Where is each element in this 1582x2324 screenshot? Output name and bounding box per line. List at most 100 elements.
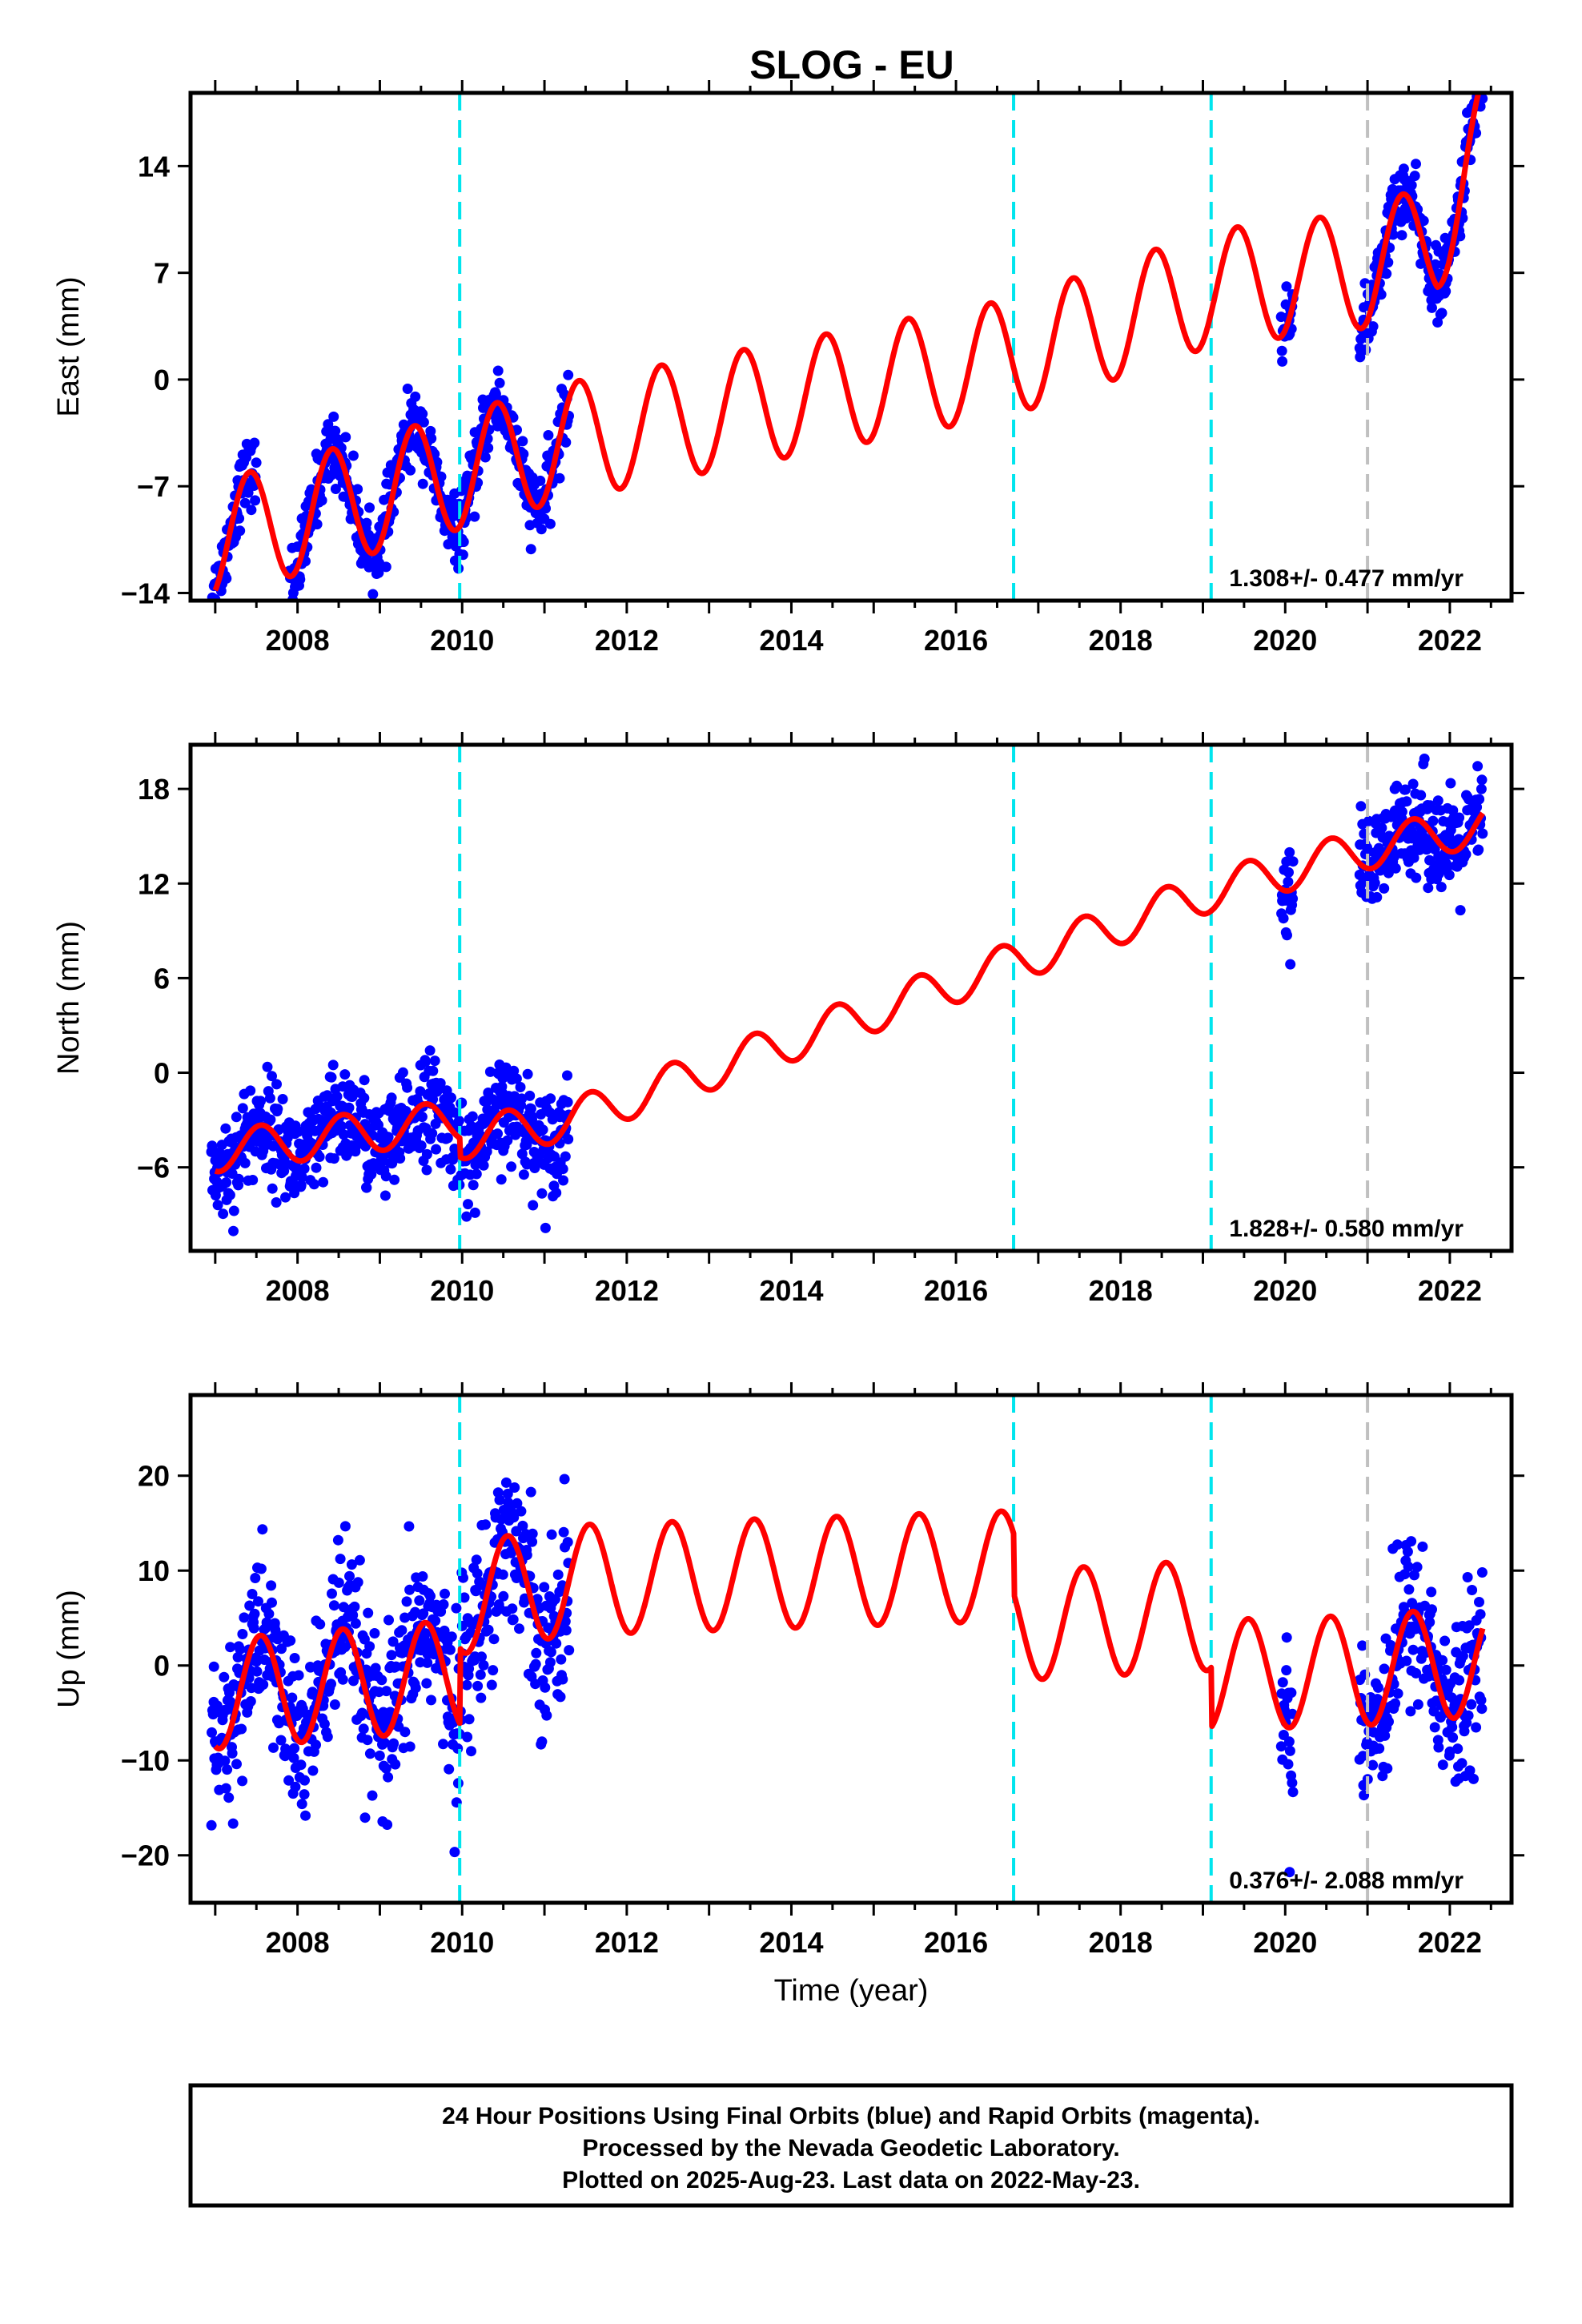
x-tick-label: 2012 <box>595 624 659 657</box>
data-point <box>251 457 262 468</box>
data-point <box>237 1629 248 1639</box>
x-tick-label: 2008 <box>266 1274 330 1307</box>
data-point <box>1406 179 1417 191</box>
data-point <box>514 1623 524 1634</box>
data-point <box>1427 302 1437 313</box>
data-point <box>442 1132 453 1144</box>
data-point <box>1283 1759 1294 1770</box>
data-point <box>339 1521 351 1532</box>
data-point <box>429 1055 440 1067</box>
x-tick-label: 2022 <box>1418 1274 1482 1307</box>
footer-line-3: Plotted on 2025-Aug-23. Last data on 202… <box>562 2167 1140 2193</box>
data-point <box>1456 1758 1468 1769</box>
data-point <box>1477 66 1488 76</box>
data-point <box>476 1692 487 1703</box>
panel-up: 2008 2010 2012 2014 2016 2018 2020 2022 −20 −10 0 1… <box>52 1382 1524 2008</box>
data-point <box>414 1595 425 1606</box>
data-point <box>212 603 223 613</box>
data-point <box>1424 1617 1435 1628</box>
data-point <box>1403 1561 1414 1572</box>
data-point <box>465 1627 476 1638</box>
data-point <box>233 1173 244 1184</box>
data-point <box>1285 959 1296 970</box>
data-point <box>339 1069 351 1080</box>
data-point <box>386 1092 397 1104</box>
data-point <box>344 1570 355 1582</box>
data-point <box>251 1656 262 1667</box>
data-point <box>346 1559 357 1570</box>
data-point <box>1385 1640 1396 1651</box>
data-point <box>402 1082 413 1093</box>
data-point <box>1281 1665 1292 1676</box>
data-point <box>389 1174 400 1185</box>
data-point <box>370 1663 381 1674</box>
data-point <box>512 1498 523 1509</box>
data-point <box>453 1116 464 1126</box>
data-point <box>1474 794 1485 805</box>
data-point <box>518 448 529 460</box>
footer-line-2: Processed by the Nevada Geodetic Laborat… <box>582 2135 1119 2161</box>
x-tick-label: 2016 <box>924 624 988 657</box>
data-point <box>362 1735 373 1746</box>
data-point <box>500 1477 512 1488</box>
data-point <box>343 1102 355 1113</box>
data-point <box>497 1569 508 1580</box>
data-point <box>311 519 323 530</box>
data-point <box>527 1114 537 1125</box>
data-point <box>421 1678 432 1689</box>
data-point <box>376 1675 387 1686</box>
data-point <box>380 561 391 573</box>
data-point <box>1476 1703 1488 1715</box>
east-data-points <box>207 66 1488 617</box>
data-point <box>528 1200 539 1211</box>
data-point <box>1471 1722 1482 1733</box>
data-point <box>359 1812 371 1823</box>
data-point <box>258 1679 269 1690</box>
data-point <box>445 1164 456 1175</box>
data-point <box>263 1608 275 1619</box>
data-point <box>517 436 528 447</box>
data-point <box>299 1775 310 1786</box>
data-point <box>417 478 428 489</box>
north-data-points <box>206 754 1488 1236</box>
data-point <box>560 1616 571 1627</box>
data-point <box>531 1647 542 1659</box>
data-point <box>436 471 447 482</box>
data-point <box>1476 783 1487 794</box>
data-point <box>367 607 377 617</box>
data-point <box>1379 1663 1390 1675</box>
data-point <box>440 1588 450 1599</box>
data-point <box>239 1157 251 1168</box>
data-point <box>323 419 334 430</box>
data-point <box>347 1610 359 1621</box>
data-point <box>541 1710 552 1721</box>
data-point <box>428 1065 439 1076</box>
data-point <box>249 437 260 448</box>
data-point <box>1369 878 1380 889</box>
data-point <box>220 1123 231 1134</box>
data-point <box>1440 1664 1452 1675</box>
data-point <box>425 1590 436 1602</box>
data-point <box>509 1482 520 1493</box>
data-point <box>314 1152 325 1162</box>
data-point <box>311 1739 321 1751</box>
data-point <box>1432 317 1443 328</box>
data-point <box>255 1563 267 1574</box>
data-point <box>502 1488 513 1499</box>
data-point <box>364 1748 375 1759</box>
data-point <box>348 1675 359 1687</box>
data-point <box>546 1529 557 1540</box>
data-point <box>271 1197 282 1208</box>
data-point <box>235 1644 246 1655</box>
data-point <box>508 1065 520 1076</box>
data-point <box>224 1189 235 1200</box>
x-axis-label: Time (year) <box>774 1974 929 2008</box>
data-point <box>544 518 556 529</box>
north-frame <box>188 742 1514 1253</box>
data-point <box>492 365 504 376</box>
data-point <box>358 1723 369 1735</box>
data-point <box>280 1192 291 1203</box>
data-point <box>227 1747 238 1759</box>
data-point <box>295 1759 307 1771</box>
data-point <box>1412 1699 1423 1710</box>
